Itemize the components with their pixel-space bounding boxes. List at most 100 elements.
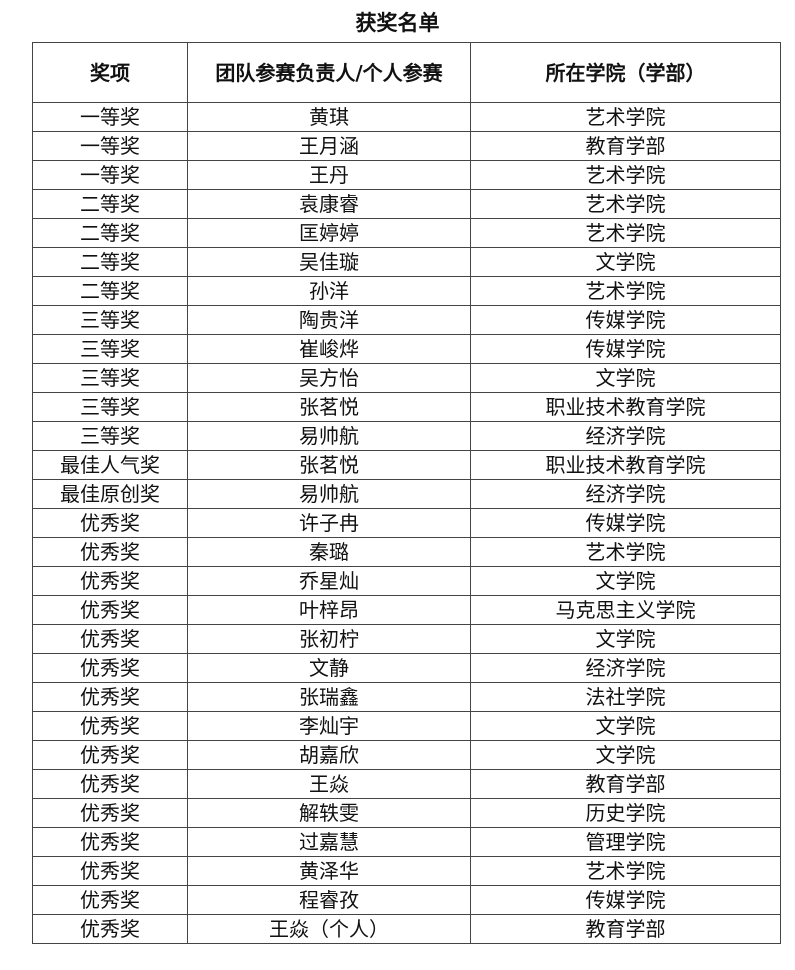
table-row: 优秀奖 许子冉 传媒学院 <box>32 508 781 538</box>
award-cell: 一等奖 <box>32 131 188 161</box>
participant-cell: 程睿孜 <box>187 885 471 915</box>
header-award: 奖项 <box>32 42 188 103</box>
participant-cell: 吴方怡 <box>187 363 471 393</box>
table-row: 优秀奖 文静 经济学院 <box>32 653 781 683</box>
award-cell: 优秀奖 <box>32 827 188 857</box>
table-row: 优秀奖 秦璐 艺术学院 <box>32 537 781 567</box>
college-cell: 经济学院 <box>470 421 781 451</box>
college-cell: 传媒学院 <box>470 508 781 538</box>
participant-cell: 李灿宇 <box>187 711 471 741</box>
college-cell: 法社学院 <box>470 682 781 712</box>
participant-cell: 叶梓昂 <box>187 595 471 625</box>
participant-cell: 袁康睿 <box>187 189 471 219</box>
participant-cell: 胡嘉欣 <box>187 740 471 770</box>
college-cell: 传媒学院 <box>470 885 781 915</box>
award-list-table: 奖项 团队参赛负责人/个人参赛 所在学院（学部） 一等奖 黄琪 艺术学院 一等奖 王月涵… <box>32 42 781 944</box>
table-row: 三等奖 崔峻烨 传媒学院 <box>32 334 781 364</box>
participant-cell: 张初柠 <box>187 624 471 654</box>
award-cell: 优秀奖 <box>32 653 188 683</box>
table-row: 优秀奖 过嘉慧 管理学院 <box>32 827 781 857</box>
table-row: 优秀奖 叶梓昂 马克思主义学院 <box>32 595 781 625</box>
college-cell: 管理学院 <box>470 827 781 857</box>
table-row: 一等奖 王月涵 教育学部 <box>32 131 781 161</box>
participant-cell: 张瑞鑫 <box>187 682 471 712</box>
college-cell: 艺术学院 <box>470 160 781 190</box>
table-row: 一等奖 王丹 艺术学院 <box>32 160 781 190</box>
participant-cell: 孙洋 <box>187 276 471 306</box>
award-cell: 一等奖 <box>32 160 188 190</box>
college-cell: 马克思主义学院 <box>470 595 781 625</box>
award-cell: 一等奖 <box>32 102 188 132</box>
table-row: 优秀奖 王焱（个人） 教育学部 <box>32 914 781 944</box>
award-cell: 优秀奖 <box>32 740 188 770</box>
header-participant: 团队参赛负责人/个人参赛 <box>187 42 471 103</box>
college-cell: 教育学部 <box>470 131 781 161</box>
table-row: 二等奖 袁康睿 艺术学院 <box>32 189 781 219</box>
participant-cell: 陶贵洋 <box>187 305 471 335</box>
table-row: 优秀奖 李灿宇 文学院 <box>32 711 781 741</box>
college-cell: 文学院 <box>470 711 781 741</box>
table-header-row: 奖项 团队参赛负责人/个人参赛 所在学院（学部） <box>32 42 781 103</box>
table-row: 优秀奖 张初柠 文学院 <box>32 624 781 654</box>
table-row: 优秀奖 胡嘉欣 文学院 <box>32 740 781 770</box>
participant-cell: 王焱 <box>187 769 471 799</box>
table-row: 优秀奖 程睿孜 传媒学院 <box>32 885 781 915</box>
header-college: 所在学院（学部） <box>470 42 781 103</box>
table-row: 最佳人气奖 张茗悦 职业技术教育学院 <box>32 450 781 480</box>
college-cell: 经济学院 <box>470 653 781 683</box>
award-cell: 三等奖 <box>32 334 188 364</box>
participant-cell: 易帅航 <box>187 421 471 451</box>
participant-cell: 易帅航 <box>187 479 471 509</box>
document-title: 获奖名单 <box>355 11 440 35</box>
table-row: 一等奖 黄琪 艺术学院 <box>32 102 781 132</box>
award-cell: 优秀奖 <box>32 682 188 712</box>
participant-cell: 张茗悦 <box>187 392 471 422</box>
table-row: 三等奖 吴方怡 文学院 <box>32 363 781 393</box>
table-row: 三等奖 张茗悦 职业技术教育学院 <box>32 392 781 422</box>
award-cell: 三等奖 <box>32 305 188 335</box>
college-cell: 文学院 <box>470 624 781 654</box>
table-row: 优秀奖 乔星灿 文学院 <box>32 566 781 596</box>
college-cell: 历史学院 <box>470 798 781 828</box>
participant-cell: 张茗悦 <box>187 450 471 480</box>
college-cell: 艺术学院 <box>470 189 781 219</box>
table-row: 优秀奖 张瑞鑫 法社学院 <box>32 682 781 712</box>
award-cell: 优秀奖 <box>32 624 188 654</box>
participant-cell: 吴佳璇 <box>187 247 471 277</box>
participant-cell: 匡婷婷 <box>187 218 471 248</box>
participant-cell: 王丹 <box>187 160 471 190</box>
college-cell: 艺术学院 <box>470 276 781 306</box>
table-row: 优秀奖 解轶雯 历史学院 <box>32 798 781 828</box>
participant-cell: 黄琪 <box>187 102 471 132</box>
award-cell: 二等奖 <box>32 276 188 306</box>
college-cell: 文学院 <box>470 363 781 393</box>
college-cell: 文学院 <box>470 247 781 277</box>
table-row: 二等奖 匡婷婷 艺术学院 <box>32 218 781 248</box>
college-cell: 艺术学院 <box>470 102 781 132</box>
table-row: 三等奖 陶贵洋 传媒学院 <box>32 305 781 335</box>
college-cell: 传媒学院 <box>470 305 781 335</box>
college-cell: 艺术学院 <box>470 537 781 567</box>
participant-cell: 黄泽华 <box>187 856 471 886</box>
college-cell: 文学院 <box>470 566 781 596</box>
participant-cell: 许子冉 <box>187 508 471 538</box>
participant-cell: 文静 <box>187 653 471 683</box>
table-row: 二等奖 孙洋 艺术学院 <box>32 276 781 306</box>
award-cell: 三等奖 <box>32 392 188 422</box>
award-cell: 三等奖 <box>32 421 188 451</box>
award-cell: 优秀奖 <box>32 914 188 944</box>
table-row: 优秀奖 王焱 教育学部 <box>32 769 781 799</box>
participant-cell: 过嘉慧 <box>187 827 471 857</box>
award-cell: 优秀奖 <box>32 769 188 799</box>
award-cell: 优秀奖 <box>32 798 188 828</box>
college-cell: 教育学部 <box>470 914 781 944</box>
college-cell: 艺术学院 <box>470 218 781 248</box>
award-cell: 二等奖 <box>32 247 188 277</box>
award-cell: 最佳原创奖 <box>32 479 188 509</box>
college-cell: 文学院 <box>470 740 781 770</box>
college-cell: 传媒学院 <box>470 334 781 364</box>
award-cell: 优秀奖 <box>32 885 188 915</box>
award-cell: 二等奖 <box>32 189 188 219</box>
award-cell: 优秀奖 <box>32 595 188 625</box>
college-cell: 职业技术教育学院 <box>470 392 781 422</box>
